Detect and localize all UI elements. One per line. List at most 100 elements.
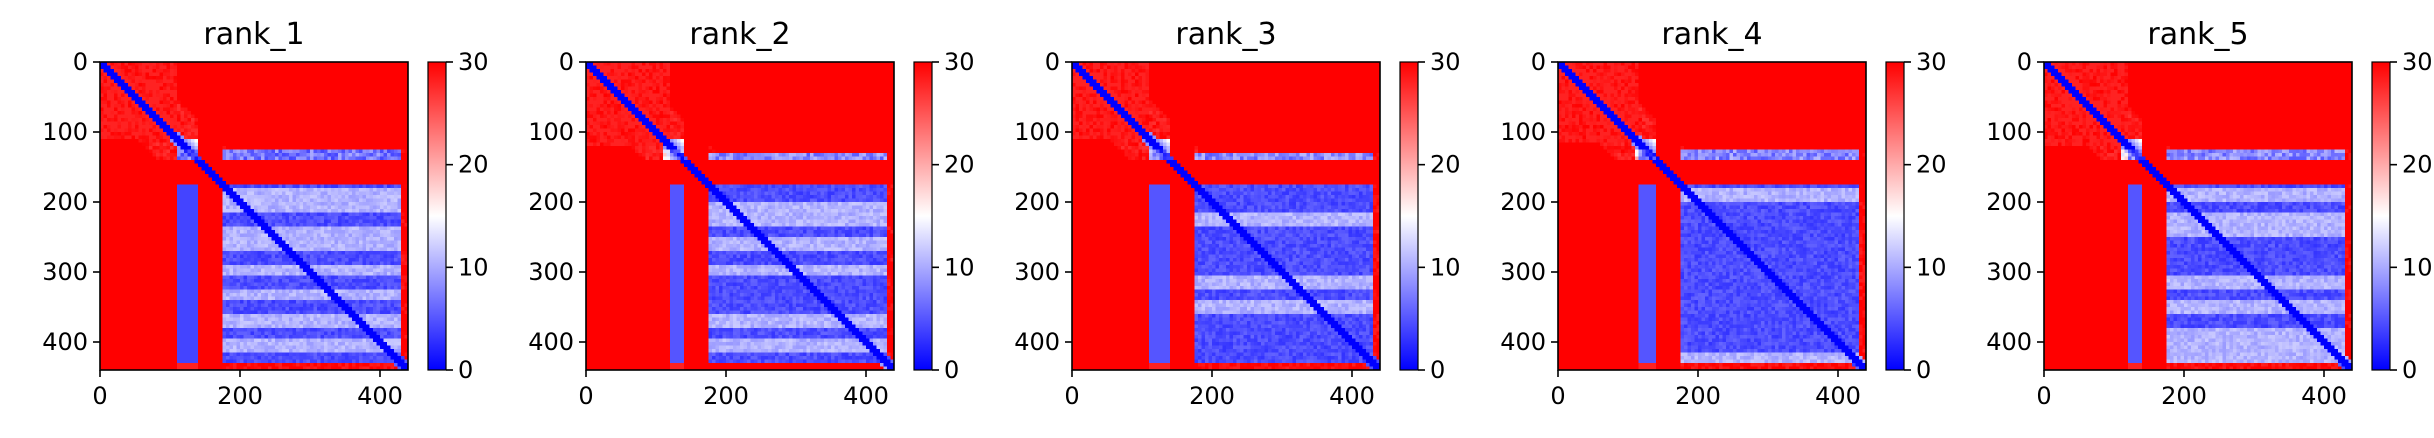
heatmap-cell <box>233 69 238 74</box>
heatmap-cell <box>208 167 213 172</box>
heatmap-cell <box>166 139 171 144</box>
heatmap-cell <box>131 79 136 84</box>
heatmap-cell <box>317 216 322 221</box>
heatmap-cell <box>334 188 339 193</box>
heatmap-cell <box>236 132 241 137</box>
heatmap-cell <box>376 160 381 165</box>
heatmap-cell <box>194 163 199 168</box>
heatmap-cell <box>226 212 231 217</box>
heatmap-cell <box>278 90 283 95</box>
heatmap-cell <box>345 149 350 154</box>
heatmap-cell <box>310 79 315 84</box>
heatmap-cell <box>359 247 364 252</box>
heatmap-cell <box>313 139 318 144</box>
heatmap-cell <box>240 62 245 67</box>
heatmap-cell <box>103 216 108 221</box>
heatmap-cell <box>156 65 161 70</box>
heatmap-cell <box>128 205 133 210</box>
heatmap-cell <box>320 202 325 207</box>
heatmap-cell <box>156 195 161 200</box>
heatmap-cell <box>233 191 238 196</box>
heatmap-cell <box>233 160 238 165</box>
heatmap-cell <box>135 205 140 210</box>
heatmap-cell <box>170 251 175 256</box>
heatmap-cell <box>387 128 392 133</box>
heatmap-cell <box>205 69 210 74</box>
heatmap-cell <box>373 254 378 259</box>
heatmap-cell <box>103 219 108 224</box>
heatmap-cell <box>362 202 367 207</box>
heatmap-cell <box>268 69 273 74</box>
heatmap-cell <box>103 212 108 217</box>
heatmap-cell <box>250 195 255 200</box>
heatmap-cell <box>180 233 185 238</box>
heatmap-cell <box>352 230 357 235</box>
heatmap-cell <box>149 83 154 88</box>
heatmap-cell <box>173 198 178 203</box>
heatmap-cell <box>180 111 185 116</box>
heatmap-cell <box>156 121 161 126</box>
heatmap-cell <box>359 86 364 91</box>
heatmap-cell <box>208 146 213 151</box>
heatmap-cell <box>205 118 210 123</box>
heatmap-cell <box>247 93 252 98</box>
heatmap-cell <box>187 174 192 179</box>
heatmap-cell <box>338 174 343 179</box>
heatmap-cell <box>114 251 119 256</box>
heatmap-cell <box>236 65 241 70</box>
heatmap-cell <box>138 191 143 196</box>
heatmap-cell <box>275 65 280 70</box>
heatmap-cell <box>348 163 353 168</box>
heatmap-cell <box>191 233 196 238</box>
heatmap-cell <box>159 184 164 189</box>
heatmap-cell <box>334 160 339 165</box>
heatmap-cell <box>401 114 406 119</box>
heatmap-cell <box>191 177 196 182</box>
heatmap-cell <box>317 181 322 186</box>
heatmap-cell <box>131 125 136 130</box>
heatmap-cell <box>205 202 210 207</box>
heatmap-cell <box>345 205 350 210</box>
heatmap-cell <box>362 146 367 151</box>
heatmap-cell <box>285 97 290 102</box>
heatmap-cell <box>184 111 189 116</box>
heatmap-cell <box>131 223 136 228</box>
heatmap-cell <box>243 205 248 210</box>
heatmap-cell <box>306 216 311 221</box>
heatmap-cell <box>247 97 252 102</box>
heatmap-cell <box>261 216 266 221</box>
heatmap-cell <box>292 104 297 109</box>
heatmap-cell <box>254 219 259 224</box>
heatmap-cell <box>324 219 329 224</box>
heatmap-cell <box>362 76 367 81</box>
heatmap-cell <box>236 142 241 147</box>
heatmap-cell <box>121 254 126 259</box>
heatmap-cell <box>124 86 129 91</box>
heatmap-cell <box>320 146 325 151</box>
heatmap-cell <box>128 198 133 203</box>
heatmap-cell <box>390 118 395 123</box>
heatmap-cell <box>233 156 238 161</box>
heatmap-cell <box>362 125 367 130</box>
heatmap-cell <box>282 163 287 168</box>
heatmap-cell <box>387 237 392 242</box>
heatmap-cell <box>359 69 364 74</box>
heatmap-cell <box>264 254 269 259</box>
heatmap-cell <box>166 240 171 245</box>
heatmap-cell <box>296 212 301 217</box>
heatmap-cell <box>166 198 171 203</box>
heatmap-cell <box>212 69 217 74</box>
heatmap-cell <box>317 93 322 98</box>
heatmap-cell <box>243 212 248 217</box>
heatmap-cell <box>380 247 385 252</box>
heatmap-cell <box>163 177 168 182</box>
heatmap-cell <box>215 233 220 238</box>
heatmap-cell <box>117 170 122 175</box>
heatmap-cell <box>184 132 189 137</box>
heatmap-cell <box>142 202 147 207</box>
heatmap-cell <box>366 181 371 186</box>
heatmap-cell <box>394 83 399 88</box>
heatmap-cell <box>173 69 178 74</box>
heatmap-cell <box>170 160 175 165</box>
heatmap-cell <box>117 244 122 249</box>
